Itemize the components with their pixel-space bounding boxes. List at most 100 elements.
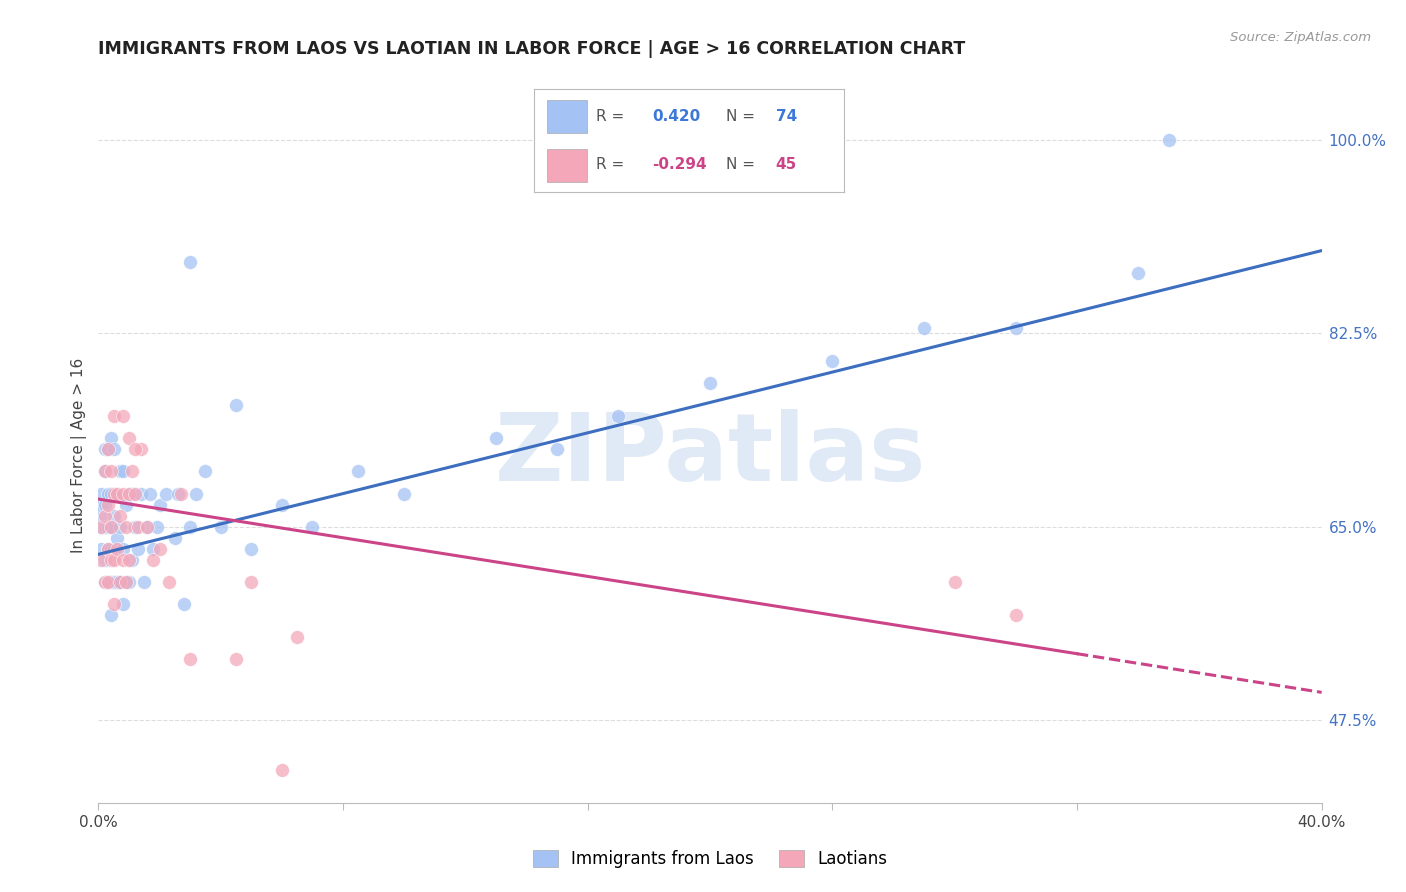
Point [105,486,128,500]
Point [186,486,208,500]
Point [124,519,146,533]
Point [163,531,186,545]
Point [118,431,141,445]
Legend: Immigrants from Laos, Laotians: Immigrants from Laos, Laotians [526,843,894,874]
Point [103,442,125,457]
Point [103,574,125,589]
Point [108,465,131,479]
Point [93,465,115,479]
Point [111,486,134,500]
Point [607,409,630,424]
Point [111,553,134,567]
Point [111,597,134,611]
Point [129,486,152,500]
Text: N =: N = [725,157,755,171]
Point [301,519,323,533]
Point [142,553,165,567]
Point [115,574,138,589]
Text: N =: N = [725,110,755,124]
Point [1128,266,1150,280]
Point [170,486,193,500]
Text: IMMIGRANTS FROM LAOS VS LAOTIAN IN LABOR FORCE | AGE > 16 CORRELATION CHART: IMMIGRANTS FROM LAOS VS LAOTIAN IN LABOR… [98,40,966,58]
Point [115,498,138,512]
Point [347,465,370,479]
Point [194,465,217,479]
Point [142,541,165,556]
Point [97,541,120,556]
Text: R =: R = [596,157,624,171]
Point [100,541,122,556]
Point [167,486,190,500]
Point [97,442,120,457]
Bar [547,149,586,181]
Point [821,354,844,368]
Point [118,553,141,567]
Point [136,519,159,533]
Point [100,574,122,589]
Point [139,486,162,500]
Point [103,597,125,611]
Point [100,519,122,533]
Point [97,498,120,512]
Point [127,519,149,533]
Point [103,541,125,556]
Point [97,519,120,533]
Point [173,597,195,611]
Point [108,508,131,523]
Text: 74: 74 [776,110,797,124]
Point [100,486,122,500]
Point [240,574,263,589]
Text: ZIPatlas: ZIPatlas [495,409,925,501]
Point [103,486,125,500]
Point [108,574,131,589]
Bar [547,101,586,133]
Point [270,498,292,512]
Text: Source: ZipAtlas.com: Source: ZipAtlas.com [1230,31,1371,45]
Point [118,486,141,500]
Point [1004,321,1026,335]
Point [105,531,128,545]
Point [121,553,143,567]
Point [129,442,152,457]
Point [149,541,172,556]
Point [225,398,247,412]
Point [100,553,122,567]
Point [118,574,141,589]
Point [149,498,172,512]
Point [93,508,115,523]
Point [270,763,292,777]
Point [93,574,115,589]
Point [699,376,721,391]
Point [100,519,122,533]
Point [240,541,263,556]
Point [121,486,143,500]
Point [115,574,138,589]
Point [111,409,134,424]
Point [134,574,156,589]
Point [100,465,122,479]
Point [121,465,143,479]
Text: R =: R = [596,110,624,124]
Point [93,574,115,589]
Point [108,519,131,533]
Point [103,553,125,567]
Point [943,574,966,589]
Y-axis label: In Labor Force | Age > 16: In Labor Force | Age > 16 [72,358,87,552]
Point [285,630,308,644]
Text: 0.420: 0.420 [652,110,700,124]
Point [392,486,416,500]
Point [1157,133,1180,147]
Point [97,574,120,589]
Point [90,553,112,567]
Point [124,442,146,457]
Point [90,519,112,533]
Point [108,574,131,589]
Point [97,486,120,500]
Text: -0.294: -0.294 [652,157,706,171]
Point [93,519,115,533]
Point [225,652,247,666]
Point [90,541,112,556]
Point [90,486,112,500]
Point [93,465,115,479]
Point [115,519,138,533]
